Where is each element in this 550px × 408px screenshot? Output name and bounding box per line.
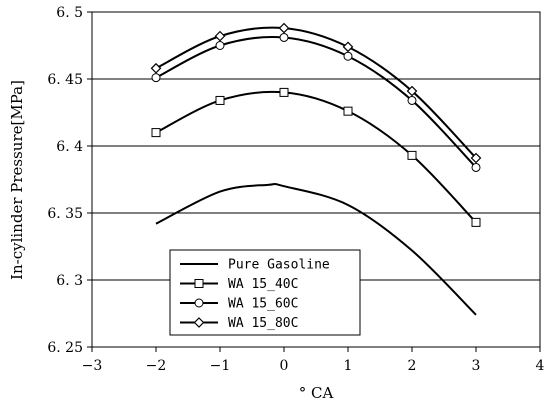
- y-tick-label: 6. 45: [47, 72, 83, 88]
- tick-layer: 6. 25 6. 3 6. 35 6. 4 6. 45 6. 5 −3 −2 −1 0 1 2 3 4: [47, 5, 544, 374]
- x-tick-label: 0: [280, 358, 289, 374]
- data-point-wa-15-40c: [407, 150, 417, 160]
- data-point-wa-15-80c: [470, 152, 482, 164]
- plot-area-frame: [91, 11, 541, 348]
- legend-label: Pure Gasoline: [228, 258, 330, 273]
- x-axis-title: ° CA: [299, 384, 334, 402]
- x-tick-label: −1: [210, 358, 231, 374]
- legend-swatch-marker: [194, 279, 204, 288]
- x-tick-label: −3: [82, 358, 103, 374]
- data-point-wa-15-80c: [342, 41, 354, 53]
- data-point-wa-15-40c: [471, 217, 481, 227]
- x-tick-label: −2: [146, 358, 167, 374]
- x-tick-label: 3: [472, 358, 481, 374]
- data-point-wa-15-60c: [471, 162, 481, 172]
- data-point-wa-15-40c: [151, 128, 161, 138]
- data-point-wa-15-80c: [278, 22, 290, 34]
- series-line-wa-15-40c: [155, 90, 477, 224]
- series-line-wa-15-60c: [155, 35, 477, 169]
- data-point-wa-15-60c: [343, 51, 353, 61]
- series-pure-gasoline: [155, 182, 477, 316]
- data-point-wa-15-40c: [215, 95, 225, 105]
- y-tick-label: 6. 4: [56, 139, 83, 155]
- x-tick-label: 2: [408, 358, 417, 374]
- y-tick-label: 6. 35: [47, 206, 83, 222]
- x-tick-label: 1: [344, 358, 353, 374]
- y-tick-label: 6. 3: [56, 273, 83, 289]
- legend-item-wa-15-60c: WA 15_60C: [180, 297, 298, 312]
- legend-swatch-marker: [193, 317, 205, 328]
- legend-items: Pure Gasoline WA 15_40C WA 15_60C WA 15_80C: [180, 258, 330, 331]
- series-layer: [150, 22, 482, 316]
- legend: Pure Gasoline WA 15_40C WA 15_60C WA 15_80C: [169, 249, 361, 336]
- series-line-wa-15-80c: [155, 26, 477, 159]
- y-axis-title: In-cylinder Pressure[MPa]: [8, 80, 26, 280]
- data-point-wa-15-40c: [279, 87, 289, 97]
- series-wa-15-40c: [151, 87, 481, 227]
- legend-item-wa-15-40c: WA 15_40C: [180, 277, 298, 292]
- series-wa-15-80c: [150, 22, 482, 164]
- legend-item-pure-gasoline: Pure Gasoline: [180, 258, 330, 273]
- data-point-wa-15-60c: [407, 95, 417, 105]
- legend-swatch-marker: [194, 298, 204, 308]
- legend-label: WA 15_80C: [228, 316, 298, 331]
- data-point-wa-15-40c: [343, 106, 353, 116]
- data-point-wa-15-80c: [406, 85, 418, 97]
- data-point-wa-15-60c: [151, 73, 161, 83]
- legend-label: WA 15_40C: [228, 277, 298, 292]
- data-point-wa-15-80c: [214, 30, 226, 42]
- series-line-pure-gasoline: [155, 182, 477, 316]
- series-wa-15-60c: [151, 32, 481, 172]
- data-point-wa-15-60c: [279, 32, 289, 42]
- legend-item-wa-15-80c: WA 15_80C: [180, 316, 298, 331]
- y-tick-label: 6. 5: [56, 5, 83, 21]
- data-point-wa-15-60c: [215, 41, 225, 50]
- x-tick-label: 4: [536, 358, 545, 374]
- y-tick-label: 6. 25: [47, 340, 83, 356]
- legend-label: WA 15_60C: [228, 297, 298, 312]
- data-point-wa-15-80c: [150, 62, 162, 74]
